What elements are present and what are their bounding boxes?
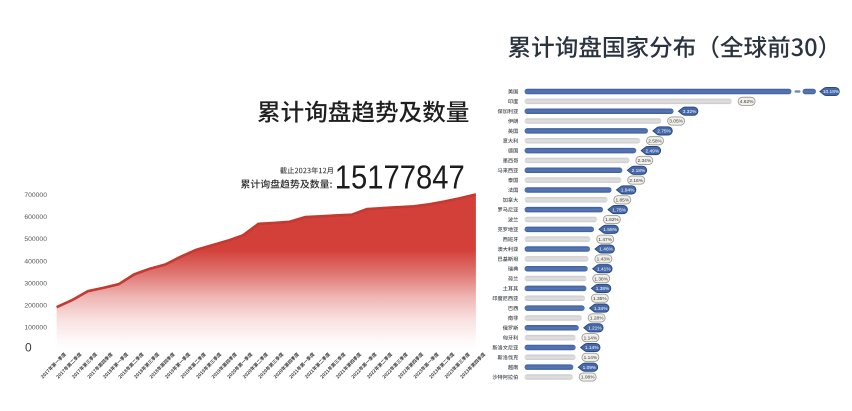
svg-text:1.14%: 1.14% (584, 355, 598, 361)
svg-text:1.34%: 1.34% (594, 306, 608, 312)
svg-text:1.43%: 1.43% (597, 257, 611, 263)
svg-text:15177847: 15177847 (335, 159, 465, 196)
svg-text:3.32%: 3.32% (683, 109, 697, 115)
svg-text:600000: 600000 (24, 214, 47, 221)
svg-text:2.75%: 2.75% (657, 129, 671, 135)
svg-text:0: 0 (25, 341, 32, 355)
svg-text:1.94%: 1.94% (621, 188, 635, 194)
svg-text:10.18%: 10.18% (823, 89, 840, 95)
svg-text:2.18%: 2.18% (632, 168, 646, 174)
svg-text:2.16%: 2.16% (629, 178, 643, 184)
svg-text:3.05%: 3.05% (669, 119, 683, 125)
svg-text:1.08%: 1.08% (581, 375, 595, 381)
svg-text:1.75%: 1.75% (612, 207, 626, 213)
svg-text:1.38%: 1.38% (596, 286, 610, 292)
svg-text:1.14%: 1.14% (585, 345, 599, 351)
svg-text:300000: 300000 (24, 280, 47, 287)
svg-text:700000: 700000 (24, 192, 47, 199)
svg-text:1.55%: 1.55% (603, 227, 617, 233)
svg-text:100000: 100000 (24, 325, 47, 332)
svg-text:2.58%: 2.58% (648, 138, 662, 144)
svg-text:1.21%: 1.21% (588, 326, 602, 332)
svg-text:1.28%: 1.28% (590, 316, 604, 322)
svg-text:4.62%: 4.62% (740, 99, 754, 105)
svg-text:1.09%: 1.09% (583, 365, 597, 371)
svg-text:1.35%: 1.35% (593, 296, 607, 302)
svg-text:1.85%: 1.85% (615, 198, 629, 204)
svg-text:2.34%: 2.34% (637, 158, 651, 164)
svg-text:1.47%: 1.47% (598, 237, 612, 243)
svg-text:1.38%: 1.38% (594, 276, 608, 282)
svg-text:1.62%: 1.62% (605, 217, 619, 223)
svg-text:400000: 400000 (24, 258, 47, 265)
svg-text:1.41%: 1.41% (597, 266, 611, 272)
svg-text:500000: 500000 (24, 236, 47, 243)
svg-text:1.14%: 1.14% (584, 335, 598, 341)
svg-text:2.49%: 2.49% (645, 148, 659, 154)
svg-text:200000: 200000 (24, 303, 47, 310)
svg-text:1.46%: 1.46% (599, 247, 613, 253)
